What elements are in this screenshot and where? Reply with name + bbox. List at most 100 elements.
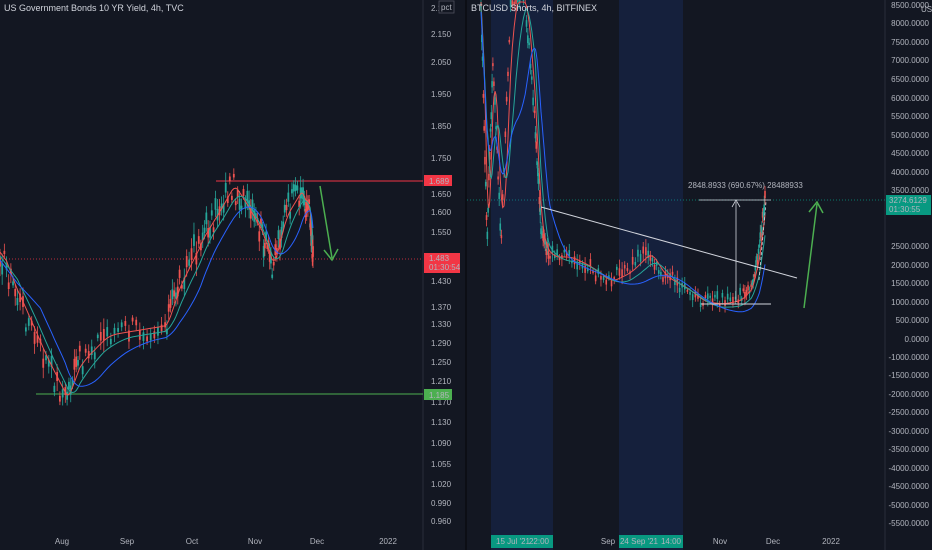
candle-body	[634, 261, 637, 266]
candle-body	[608, 275, 610, 278]
candle-body	[258, 231, 261, 242]
candle-body	[283, 204, 286, 213]
candle-body	[109, 338, 112, 345]
y-tick-label: 1.550	[431, 228, 452, 237]
candle-body	[203, 227, 206, 233]
unit-box	[438, 0, 455, 14]
candle-body	[488, 151, 491, 160]
candle-body	[135, 319, 138, 326]
y-tick-label: 1.290	[431, 339, 452, 348]
candle-body	[296, 185, 299, 191]
candle-body	[185, 256, 188, 268]
candle-body	[33, 332, 36, 344]
candle-body	[534, 132, 537, 139]
x-tick-label: Sep	[601, 537, 616, 546]
y-tick-label: -2500.0000	[889, 408, 930, 417]
candle-body	[300, 189, 303, 194]
candle-body	[508, 39, 511, 43]
candle-body	[755, 256, 758, 262]
x-tick-label: Dec	[310, 537, 324, 546]
y-tick-label: 1.600	[431, 208, 452, 217]
candle-body	[487, 207, 489, 213]
y-tick-label: 7000.0000	[891, 56, 929, 65]
candle-body	[649, 254, 652, 261]
y-tick-label: 0.990	[431, 499, 452, 508]
candle-body	[102, 328, 105, 341]
up-arrow-shaft	[803, 203, 818, 309]
candle-body	[71, 379, 74, 386]
candle-body	[205, 212, 208, 225]
candle-body	[138, 329, 141, 340]
candle-body	[277, 230, 280, 240]
candle-body	[190, 248, 193, 260]
candle-body	[602, 276, 605, 280]
candle-body	[268, 250, 271, 262]
y-tick-label: 4500.0000	[891, 149, 929, 158]
candle-body	[761, 227, 763, 233]
candle-body	[142, 332, 145, 341]
candle-body	[298, 200, 301, 207]
candle-body	[484, 181, 487, 187]
candle-body	[706, 293, 709, 300]
candle-body	[201, 232, 204, 241]
candle-body	[234, 201, 237, 206]
candle-body	[541, 231, 543, 236]
candle-body	[584, 265, 586, 273]
candle-body	[285, 204, 288, 211]
y-tick-label: 1.130	[431, 418, 452, 427]
candle-body	[120, 322, 123, 328]
price-label-bg	[424, 253, 460, 273]
btc-shorts-chart[interactable]: 8500.0000 8000.0000 7500.0000 7000.0000 6500…	[467, 0, 932, 550]
candle-body	[563, 249, 566, 253]
y-tick-label: -5000.0000	[889, 501, 930, 510]
candle-body	[729, 297, 732, 301]
candle-body	[752, 279, 755, 284]
candle-body	[180, 285, 183, 289]
candle-body	[3, 250, 6, 255]
yield-chart-pane[interactable]: 2.1902.1502.0501.9501.8501.7501.6501.600…	[0, 0, 465, 550]
candle-body	[686, 289, 689, 292]
y-tick-label: 2.050	[431, 58, 452, 67]
candle-body	[246, 190, 249, 202]
y-tick-label: 1.650	[431, 190, 452, 199]
y-tick-label: 7500.0000	[891, 38, 929, 47]
candle-body	[78, 345, 81, 352]
candle-body	[762, 211, 765, 217]
candle-body	[545, 248, 548, 255]
unit-label: USD	[921, 5, 932, 14]
y-tick-label: -1000.0000	[889, 353, 930, 362]
candle-body	[610, 279, 613, 287]
candle-body	[0, 257, 1, 267]
pane-divider[interactable]	[465, 0, 467, 550]
y-tick-label: 1.750	[431, 154, 452, 163]
y-tick-label: 1.430	[431, 277, 452, 286]
y-tick-label: 4000.0000	[891, 168, 929, 177]
candle-body	[484, 156, 486, 165]
y-tick-label: 8000.0000	[891, 19, 929, 28]
candle-body	[511, 0, 514, 6]
x-tick-label: 14:00	[661, 537, 682, 546]
candle-body	[124, 321, 127, 326]
y-tick-label: -4500.0000	[889, 482, 930, 491]
candle-body	[299, 187, 302, 199]
candle-body	[657, 270, 660, 274]
candle-body	[207, 228, 210, 238]
x-tick-label: Aug	[55, 537, 69, 546]
measure-label: 2848.8933 (690.67%) 28488933	[688, 181, 803, 190]
btc-shorts-chart-pane[interactable]: 8500.0000 8000.0000 7500.0000 7000.0000 6500…	[467, 0, 932, 550]
candle-body	[81, 366, 84, 375]
yield-chart[interactable]: 2.1902.1502.0501.9501.8501.7501.6501.600…	[0, 0, 465, 550]
candle-body	[149, 333, 152, 341]
ma-fast-line	[0, 187, 314, 396]
y-tick-label: -3000.0000	[889, 427, 930, 436]
x-tick-label: Nov	[713, 537, 727, 546]
candle-body	[87, 351, 90, 359]
candle-body	[543, 236, 545, 243]
candle-body	[757, 248, 760, 254]
candle-body	[744, 291, 746, 299]
candle-body	[19, 293, 21, 303]
candle-body	[642, 246, 645, 254]
candle-body	[529, 63, 532, 69]
candle-body	[66, 391, 69, 400]
candle-body	[542, 233, 544, 241]
